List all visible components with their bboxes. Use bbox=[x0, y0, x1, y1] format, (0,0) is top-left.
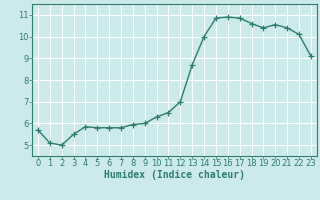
X-axis label: Humidex (Indice chaleur): Humidex (Indice chaleur) bbox=[104, 170, 245, 180]
